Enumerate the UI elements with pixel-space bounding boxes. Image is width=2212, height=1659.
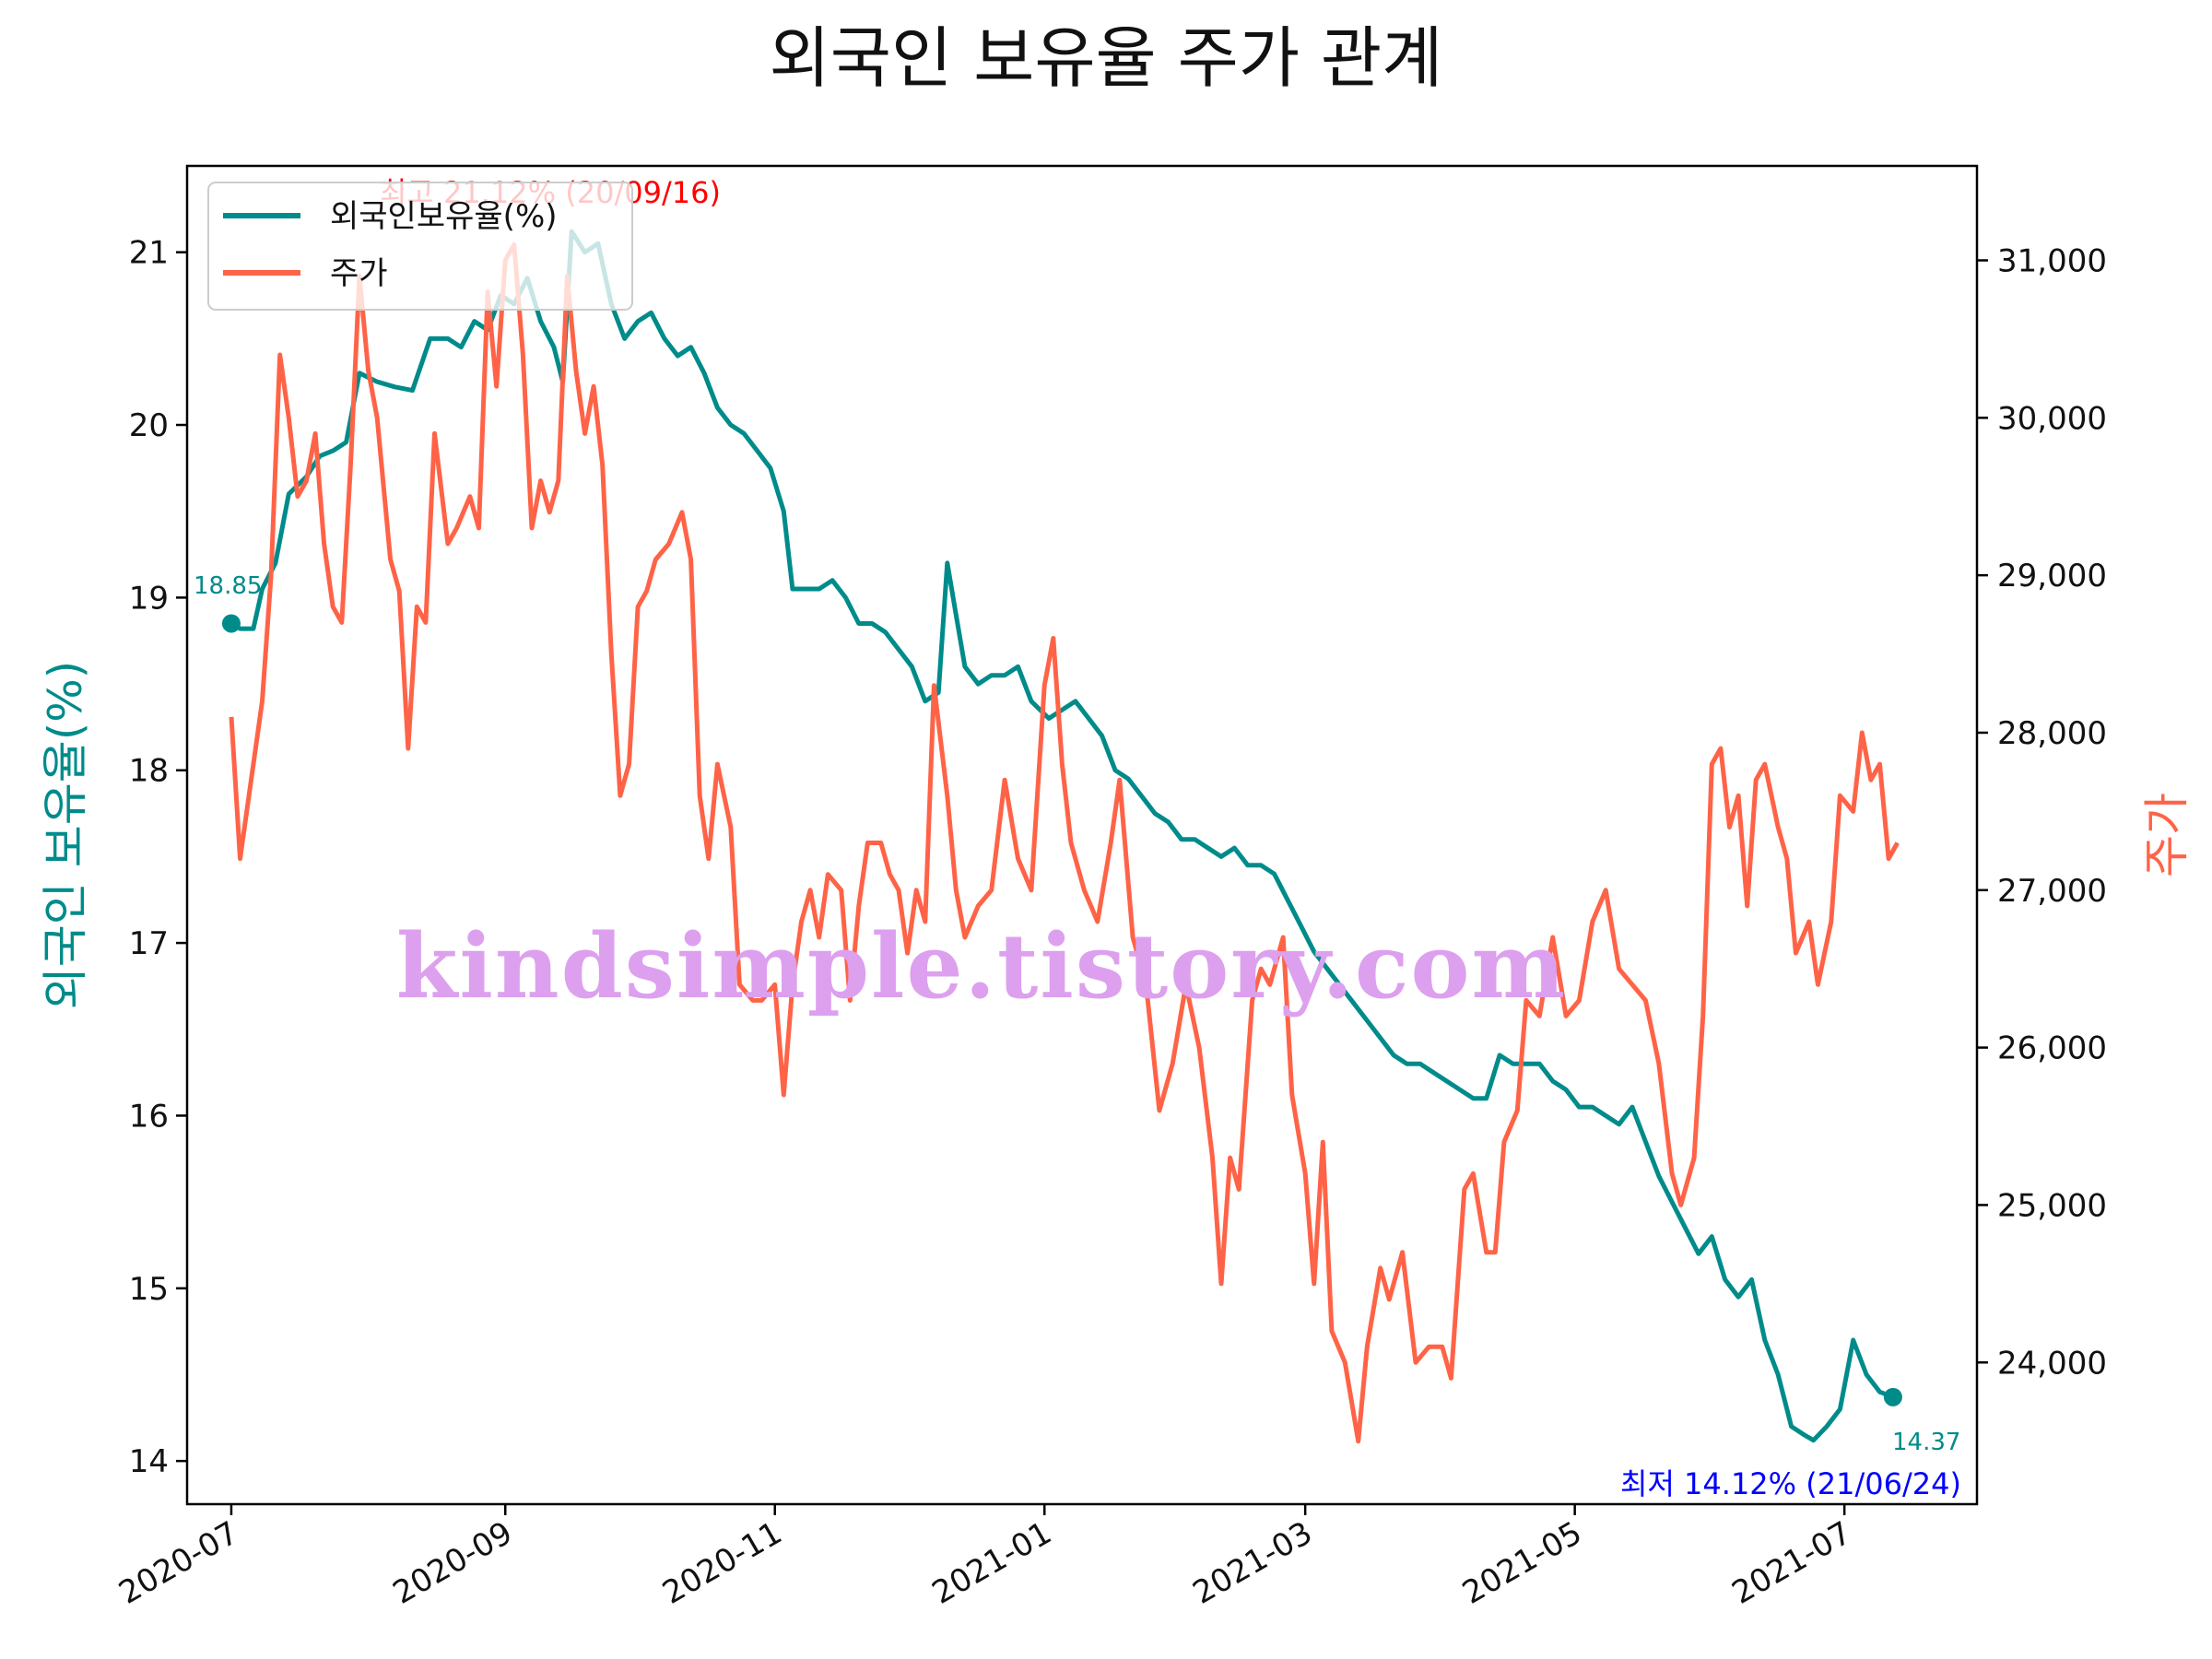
legend-label-price: 주가 [330, 255, 388, 292]
x-axis: 2020-07 2020-09 2020-11 2021-01 2021-03 2021-… [112, 1504, 1858, 1612]
right-tick-label: 28,000 [1997, 715, 2107, 752]
x-tick-label: 2021-07 [1726, 1514, 1858, 1612]
start-value-label: 18.85 [194, 572, 262, 600]
start-point-marker [221, 614, 241, 633]
left-axis-title: 외국인 보유율(%) [39, 661, 92, 1009]
plot-frame [185, 164, 1979, 1506]
right-tick-label: 31,000 [1997, 242, 2107, 279]
legend-label-foreign: 외국인보유율(%) [330, 198, 558, 235]
left-tick-label: 18 [129, 753, 169, 790]
chart-title: 외국인 보유율 주가 관계 [769, 19, 1442, 97]
x-tick-label: 2020-07 [112, 1514, 244, 1612]
x-tick-label: 2020-11 [656, 1514, 788, 1612]
annotations: 18.85 14.37 최고 21.12% (20/09/16) 최저 14.1… [194, 175, 1961, 1501]
left-y-axis: 14 15 16 17 18 19 20 21 [129, 235, 187, 1480]
x-tick-label: 2021-05 [1456, 1514, 1588, 1612]
watermark: kindsimple.tistory.com [396, 914, 1567, 1018]
stock-price-line [229, 241, 1900, 1444]
x-tick-label: 2020-09 [387, 1514, 519, 1612]
series-layer [221, 229, 1902, 1444]
left-tick-label: 14 [129, 1443, 169, 1480]
right-tick-label: 27,000 [1997, 873, 2107, 910]
right-axis-title: 주가 [2140, 793, 2194, 877]
left-tick-label: 15 [129, 1271, 169, 1308]
left-tick-label: 16 [129, 1098, 169, 1135]
foreign-ownership-line [229, 229, 1894, 1443]
x-tick-label: 2021-01 [926, 1514, 1058, 1612]
end-point-marker [1883, 1387, 1902, 1406]
left-tick-label: 20 [129, 407, 169, 444]
right-tick-label: 30,000 [1997, 400, 2107, 437]
x-tick-label: 2021-03 [1187, 1514, 1319, 1612]
left-tick-label: 17 [129, 925, 169, 962]
right-tick-label: 26,000 [1997, 1030, 2107, 1067]
legend: 외국인보유율(%) 주가 [207, 182, 633, 311]
end-value-label: 14.37 [1892, 1429, 1960, 1456]
right-tick-label: 25,000 [1997, 1187, 2107, 1224]
right-tick-label: 29,000 [1997, 558, 2107, 594]
legend-box [207, 182, 633, 311]
min-label: 최저 14.12% (21/06/24) [1620, 1466, 1961, 1501]
left-tick-label: 21 [129, 235, 169, 272]
left-tick-label: 19 [129, 580, 169, 617]
right-tick-label: 24,000 [1997, 1345, 2107, 1382]
right-y-axis: 24,000 25,000 26,000 27,000 28,000 29,000 30,0… [1977, 242, 2107, 1382]
